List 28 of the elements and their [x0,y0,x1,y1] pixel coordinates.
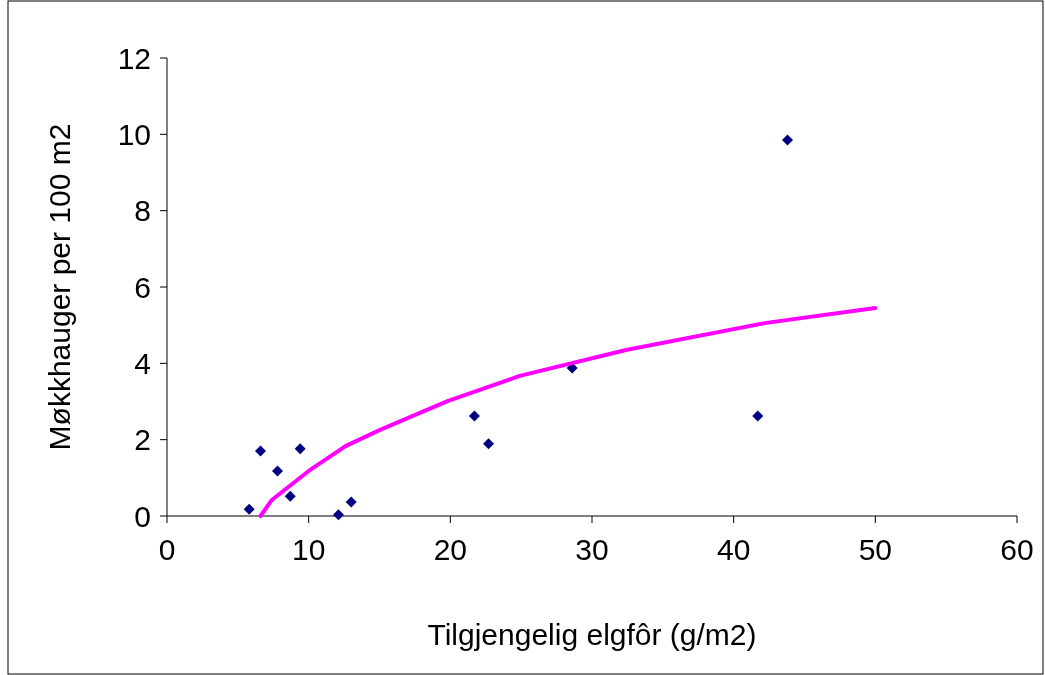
point [272,465,283,477]
y-tick-label: 2 [134,423,151,457]
y-tick-label: 8 [134,194,151,228]
x-tick-label: 10 [291,533,326,566]
x-tick-label: 50 [858,533,893,566]
x-tick-label: 60 [1000,533,1034,566]
y-tick-label: 4 [134,346,151,380]
y-tick-label: 6 [134,270,151,304]
point [255,445,266,457]
y-axis-title: Møkkhauger per 100 m2 [43,123,76,451]
x-tick-label: 20 [433,533,468,566]
x-tick-label: 30 [575,533,609,566]
point [782,134,793,146]
point [332,509,344,521]
point [483,438,495,450]
point [752,410,764,422]
x-axis-title: Tilgjengelig elgfôr (g/m2) [427,618,757,651]
point [284,490,296,502]
y-tick-label: 0 [134,499,151,533]
point [468,410,480,422]
x-tick-label: 40 [716,533,751,566]
line-series [258,305,878,518]
y-tick-label: 10 [117,117,151,151]
y-tick-label: 12 [117,41,151,75]
point [294,443,306,455]
point [243,503,255,515]
x-tick-label: 0 [158,533,176,566]
point [345,496,357,508]
